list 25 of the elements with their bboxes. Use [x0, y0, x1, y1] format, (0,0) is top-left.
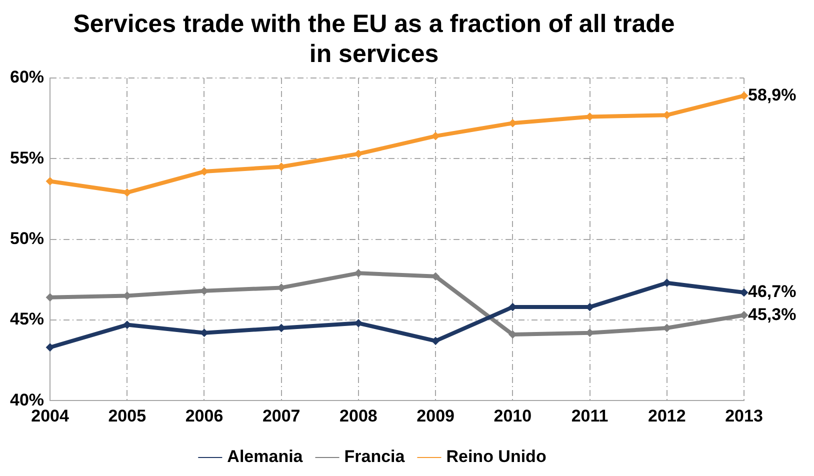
y-tick-label: 45% [10, 310, 44, 329]
point [662, 278, 671, 287]
x-tick-label: 2007 [262, 406, 300, 426]
x-tick-label: 2006 [185, 406, 224, 426]
x-tick-label: 2005 [108, 406, 146, 426]
point [46, 343, 54, 352]
legend-label: Reino Unido [446, 447, 546, 466]
legend-label: Alemania [227, 447, 304, 466]
data-label: 58,9% [748, 85, 796, 104]
data-label: 45,3% [748, 304, 796, 324]
y-tick-label: 60% [10, 68, 44, 87]
x-tick-label: 2008 [340, 406, 378, 426]
point [740, 288, 748, 297]
y-tick-label: 50% [10, 228, 44, 248]
legend-label: Francia [344, 447, 406, 466]
x-tick-label: 2012 [648, 406, 686, 426]
x-tick-label: 2010 [494, 406, 532, 426]
y-tick-label: 55% [10, 148, 44, 168]
x-tick-label: 2013 [725, 406, 763, 426]
x-tick-label: 2009 [416, 406, 454, 426]
x-tick-label: 2011 [571, 406, 608, 426]
point [432, 336, 440, 345]
chart-title: Services trade with the EU as a fraction of all trade in services [73, 10, 675, 68]
point [740, 92, 748, 100]
data-label: 46,7% [748, 282, 796, 302]
